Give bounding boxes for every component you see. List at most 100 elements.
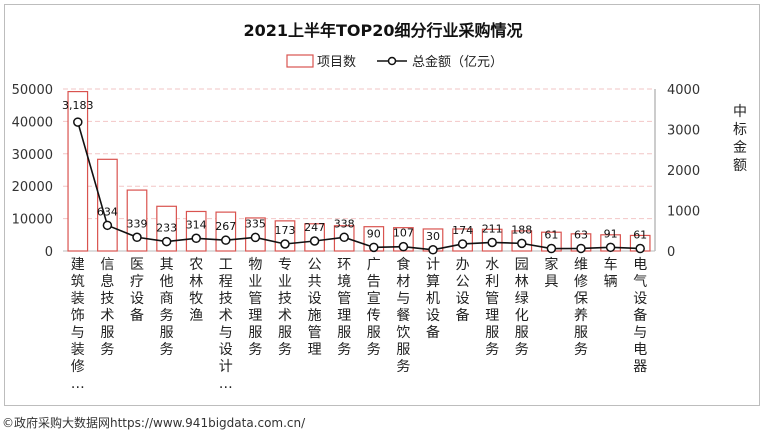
line-data-label: 107 xyxy=(393,227,414,240)
x-tick-label-char: 告 xyxy=(367,274,381,290)
x-tick-label-char: 设 xyxy=(308,291,322,307)
bar xyxy=(67,90,89,252)
x-tick-label-char: 他 xyxy=(160,274,174,290)
line-data-label: 339 xyxy=(127,217,148,230)
y-left-tick-label: 40000 xyxy=(12,115,53,130)
x-tick-label-char: 修 xyxy=(71,359,85,375)
bar xyxy=(156,205,177,252)
chart-frame: 2021上半年TOP20细分行业采购情况 项目数 总金额（亿元） 0 10000 2000… xyxy=(4,4,760,406)
x-tick-label-char: 境 xyxy=(337,274,351,290)
line-data-label: 338 xyxy=(334,217,355,230)
line-data-label: 634 xyxy=(97,205,118,218)
x-tick-label-char: 术 xyxy=(100,308,114,324)
x-tick-label-char: 其 xyxy=(160,257,174,273)
x-tick-label-char: 家 xyxy=(544,256,558,273)
line-marker xyxy=(517,238,527,249)
x-tick-label-char: 养 xyxy=(574,308,588,324)
legend-line-label: 总金额（亿元） xyxy=(412,54,503,70)
y-right-tick-label: 2000 xyxy=(667,164,700,179)
line-marker xyxy=(576,243,586,254)
line-data-label: 211 xyxy=(482,222,503,235)
line-marker xyxy=(457,239,468,249)
y-right-axis-label-char: 金 xyxy=(733,140,747,156)
x-tick-label-char: 商 xyxy=(160,291,174,307)
x-tick-label-char: 环 xyxy=(337,257,351,273)
x-tick-label-char: 算 xyxy=(426,274,440,290)
x-tick-label-char: 务 xyxy=(248,342,262,358)
x-tick-label-char: 机 xyxy=(426,291,440,307)
line-data-label: 61 xyxy=(633,229,647,242)
x-tick-label-char: 具 xyxy=(544,274,558,290)
y-left-tick-label: 30000 xyxy=(12,148,53,163)
x-tick-label-char: 饮 xyxy=(396,325,410,341)
x-tick-label-char: 电 xyxy=(633,342,647,358)
x-tick-label-char: 与 xyxy=(633,325,647,341)
x-tick-label-char: 保 xyxy=(574,291,588,307)
line-marker xyxy=(487,237,497,248)
x-tick-label-char: 设 xyxy=(130,291,144,307)
line-marker xyxy=(546,243,557,254)
x-tick-label-char: 专 xyxy=(278,257,292,273)
line-marker xyxy=(102,220,113,231)
line-marker xyxy=(369,242,379,253)
x-tick-label-char: 务 xyxy=(278,342,292,358)
x-tick-label-char: 息 xyxy=(100,273,114,290)
x-tick-label-char: 务 xyxy=(574,342,588,358)
x-tick-label-char: 园 xyxy=(515,257,529,273)
x-tick-label-char: 餐 xyxy=(396,308,410,324)
x-tick-label-char: 绿 xyxy=(515,291,529,307)
line-marker xyxy=(280,239,290,249)
x-tick-label-char: 饰 xyxy=(71,308,85,324)
y-left-tick-label: 20000 xyxy=(12,180,53,195)
x-tick-label-char: 服 xyxy=(160,325,174,341)
x-tick-label-char: … xyxy=(219,376,233,392)
x-tick-label-char: 宣 xyxy=(367,291,381,307)
x-tick-label-char: 服 xyxy=(367,325,381,341)
footer-credit: ©政府采购大数据网https://www.941bigdata.com.cn/ xyxy=(2,416,306,430)
x-tick-label-char: 服 xyxy=(515,325,529,341)
y-right-axis-label-char: 中 xyxy=(733,104,747,120)
legend-bar-label: 项目数 xyxy=(317,55,356,70)
x-tick-label-char: 技 xyxy=(100,291,114,307)
x-tick-label-char: 水 xyxy=(485,257,499,273)
x-tick-label-char: 务 xyxy=(485,342,499,358)
line-marker xyxy=(250,232,261,243)
x-tick-label-char: 服 xyxy=(485,325,499,341)
x-tick-label-char: 公 xyxy=(456,274,470,290)
line-data-label: 91 xyxy=(604,227,618,240)
x-tick-label-char: 理 xyxy=(248,308,262,324)
x-tick-label-char: 务 xyxy=(515,342,529,358)
x-tick-label-char: 电 xyxy=(633,257,647,273)
bar xyxy=(185,210,207,252)
x-tick-label-char: 传 xyxy=(367,308,381,324)
x-tick-label-char: 维 xyxy=(574,257,588,273)
x-tick-label-char: 管 xyxy=(337,291,351,307)
x-tick-label-char: 医 xyxy=(130,257,144,273)
x-tick-label-char: 管 xyxy=(248,291,262,307)
line-data-label: 247 xyxy=(304,221,325,234)
x-tick-label-char: 术 xyxy=(219,308,233,324)
x-tick-label-char: 服 xyxy=(396,342,410,358)
line-marker xyxy=(191,233,201,244)
line-marker xyxy=(73,117,83,127)
x-tick-label-char: 车 xyxy=(604,256,618,273)
y-right-axis-label-char: 额 xyxy=(733,158,747,174)
x-tick-label-char: 器 xyxy=(633,359,647,375)
x-tick-label-char: 务 xyxy=(160,342,174,358)
x-tick-label-char: 备 xyxy=(633,307,647,324)
x-tick-label-char: 装 xyxy=(71,342,85,358)
line-data-label: 63 xyxy=(574,228,588,241)
x-tick-label-char: 工 xyxy=(219,257,233,273)
x-tick-label-char: 计 xyxy=(426,257,440,273)
x-tick-label-char: 气 xyxy=(633,274,647,290)
line-data-label: 174 xyxy=(452,224,473,237)
x-tick-label-char: 设 xyxy=(219,342,233,358)
x-tick-label-char: 与 xyxy=(219,325,233,341)
x-tick-label-char: 与 xyxy=(71,325,85,341)
x-tick-label-char: 计 xyxy=(219,359,233,375)
y-right-tick-label: 0 xyxy=(667,245,675,260)
x-tick-label-char: 与 xyxy=(396,291,410,307)
x-tick-label-char: 林 xyxy=(189,274,203,290)
x-tick-label-char: 管 xyxy=(485,291,499,307)
